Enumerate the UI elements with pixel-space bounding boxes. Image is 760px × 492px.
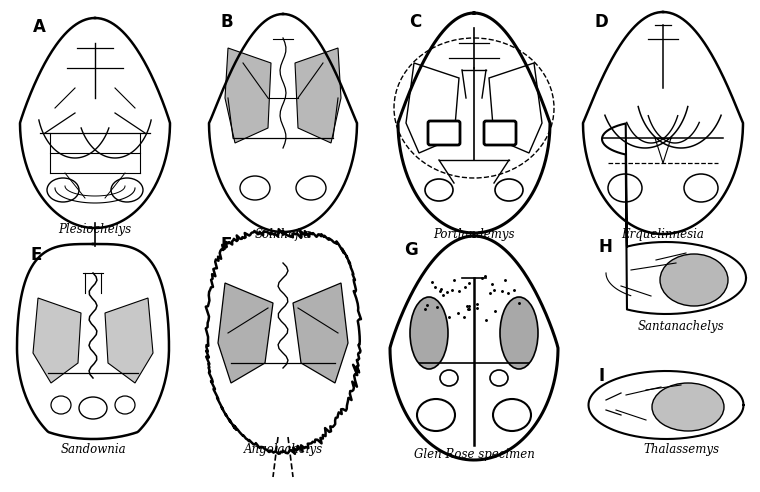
Polygon shape bbox=[218, 283, 273, 383]
Text: D: D bbox=[595, 13, 609, 31]
Text: Plesiochelys: Plesiochelys bbox=[59, 223, 131, 236]
Ellipse shape bbox=[660, 254, 728, 306]
FancyBboxPatch shape bbox=[428, 121, 460, 145]
Polygon shape bbox=[225, 48, 271, 143]
Text: B: B bbox=[221, 13, 233, 31]
Polygon shape bbox=[105, 298, 153, 383]
Text: I: I bbox=[598, 367, 604, 385]
Polygon shape bbox=[295, 48, 341, 143]
Ellipse shape bbox=[652, 383, 724, 431]
Text: Portlandemys: Portlandemys bbox=[433, 228, 515, 241]
Text: H: H bbox=[598, 238, 612, 256]
Text: Thalassemys: Thalassemys bbox=[643, 443, 719, 456]
FancyBboxPatch shape bbox=[484, 121, 516, 145]
Polygon shape bbox=[406, 63, 459, 153]
Ellipse shape bbox=[410, 297, 448, 369]
Text: Sandownia: Sandownia bbox=[60, 443, 126, 456]
Polygon shape bbox=[293, 283, 348, 383]
Ellipse shape bbox=[440, 370, 458, 386]
Ellipse shape bbox=[500, 297, 538, 369]
Text: C: C bbox=[409, 13, 421, 31]
Text: Glen Rose specimen: Glen Rose specimen bbox=[413, 448, 534, 461]
Text: Santanachelys: Santanachelys bbox=[638, 320, 724, 333]
Text: G: G bbox=[404, 241, 418, 259]
Ellipse shape bbox=[493, 399, 531, 431]
Polygon shape bbox=[489, 63, 542, 153]
Ellipse shape bbox=[490, 370, 508, 386]
Text: F: F bbox=[221, 236, 233, 254]
Text: A: A bbox=[33, 18, 46, 36]
Ellipse shape bbox=[417, 399, 455, 431]
Text: Erquelinnesia: Erquelinnesia bbox=[622, 228, 705, 241]
Text: E: E bbox=[31, 246, 43, 264]
Text: Solnhofia: Solnhofia bbox=[255, 228, 311, 241]
Polygon shape bbox=[33, 298, 81, 383]
Text: Angolachelys: Angolachelys bbox=[243, 443, 322, 456]
